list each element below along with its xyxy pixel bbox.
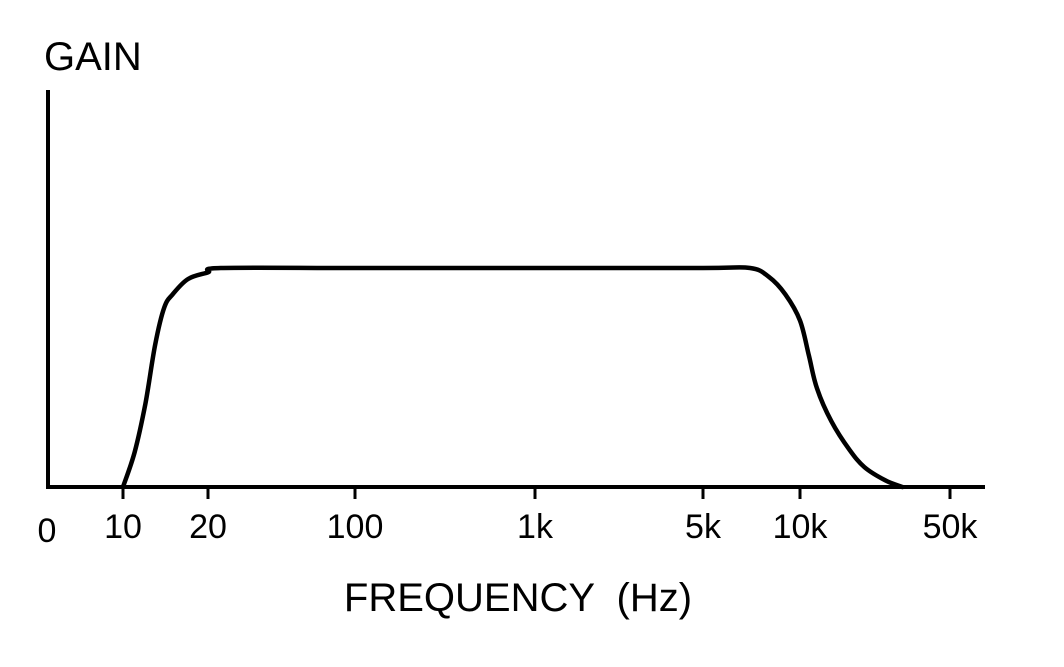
x-tick-group: 0 10 20 100 1k 5k 10k 50k <box>38 487 979 550</box>
x-tick-label: 10k <box>773 508 829 546</box>
x-axis-title: FREQUENCY (Hz) <box>344 576 692 620</box>
x-tick-label: 1k <box>517 508 554 546</box>
gain-curve <box>120 265 905 490</box>
x-tick-label: 10 <box>104 508 142 546</box>
x-tick-label: 5k <box>685 508 722 546</box>
x-tick-label: 0 <box>38 512 57 550</box>
x-tick-label: 50k <box>923 508 979 546</box>
x-tick-label: 100 <box>327 508 384 546</box>
x-tick-label: 20 <box>189 508 227 546</box>
y-axis-title: GAIN <box>44 35 142 79</box>
